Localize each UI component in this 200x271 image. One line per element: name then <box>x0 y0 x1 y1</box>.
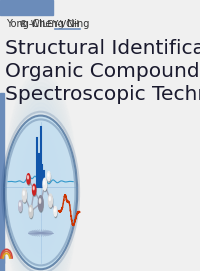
Circle shape <box>39 197 43 212</box>
Text: Structural Identification of: Structural Identification of <box>5 39 200 58</box>
Circle shape <box>48 194 52 207</box>
Circle shape <box>27 174 30 184</box>
Bar <box>0 0 53 15</box>
Text: ® WILEY-VCH: ® WILEY-VCH <box>19 20 79 29</box>
Circle shape <box>33 186 34 190</box>
Circle shape <box>29 205 33 217</box>
Circle shape <box>43 180 47 192</box>
Circle shape <box>33 184 36 195</box>
Circle shape <box>38 196 43 211</box>
Text: Spectroscopic Techniques: Spectroscopic Techniques <box>5 85 200 104</box>
Circle shape <box>30 207 33 219</box>
Circle shape <box>19 202 22 213</box>
Circle shape <box>54 208 57 218</box>
Circle shape <box>44 181 45 184</box>
Circle shape <box>23 191 24 195</box>
Bar <box>0 255 4 271</box>
Ellipse shape <box>4 115 77 269</box>
Text: Yong-Cheng Ning: Yong-Cheng Ning <box>6 20 89 29</box>
Circle shape <box>27 175 30 185</box>
Circle shape <box>33 186 36 196</box>
Circle shape <box>48 173 49 176</box>
Circle shape <box>19 201 22 211</box>
Bar <box>0 93 4 263</box>
Text: Organic Compounds with: Organic Compounds with <box>5 62 200 81</box>
Circle shape <box>54 208 55 211</box>
Circle shape <box>23 190 27 203</box>
Circle shape <box>49 197 50 201</box>
Circle shape <box>47 172 50 181</box>
Circle shape <box>39 199 41 203</box>
Circle shape <box>19 203 20 206</box>
Circle shape <box>49 195 53 208</box>
Circle shape <box>22 188 26 202</box>
Circle shape <box>30 208 31 211</box>
Circle shape <box>48 173 51 182</box>
Circle shape <box>43 178 47 190</box>
Circle shape <box>54 207 57 216</box>
